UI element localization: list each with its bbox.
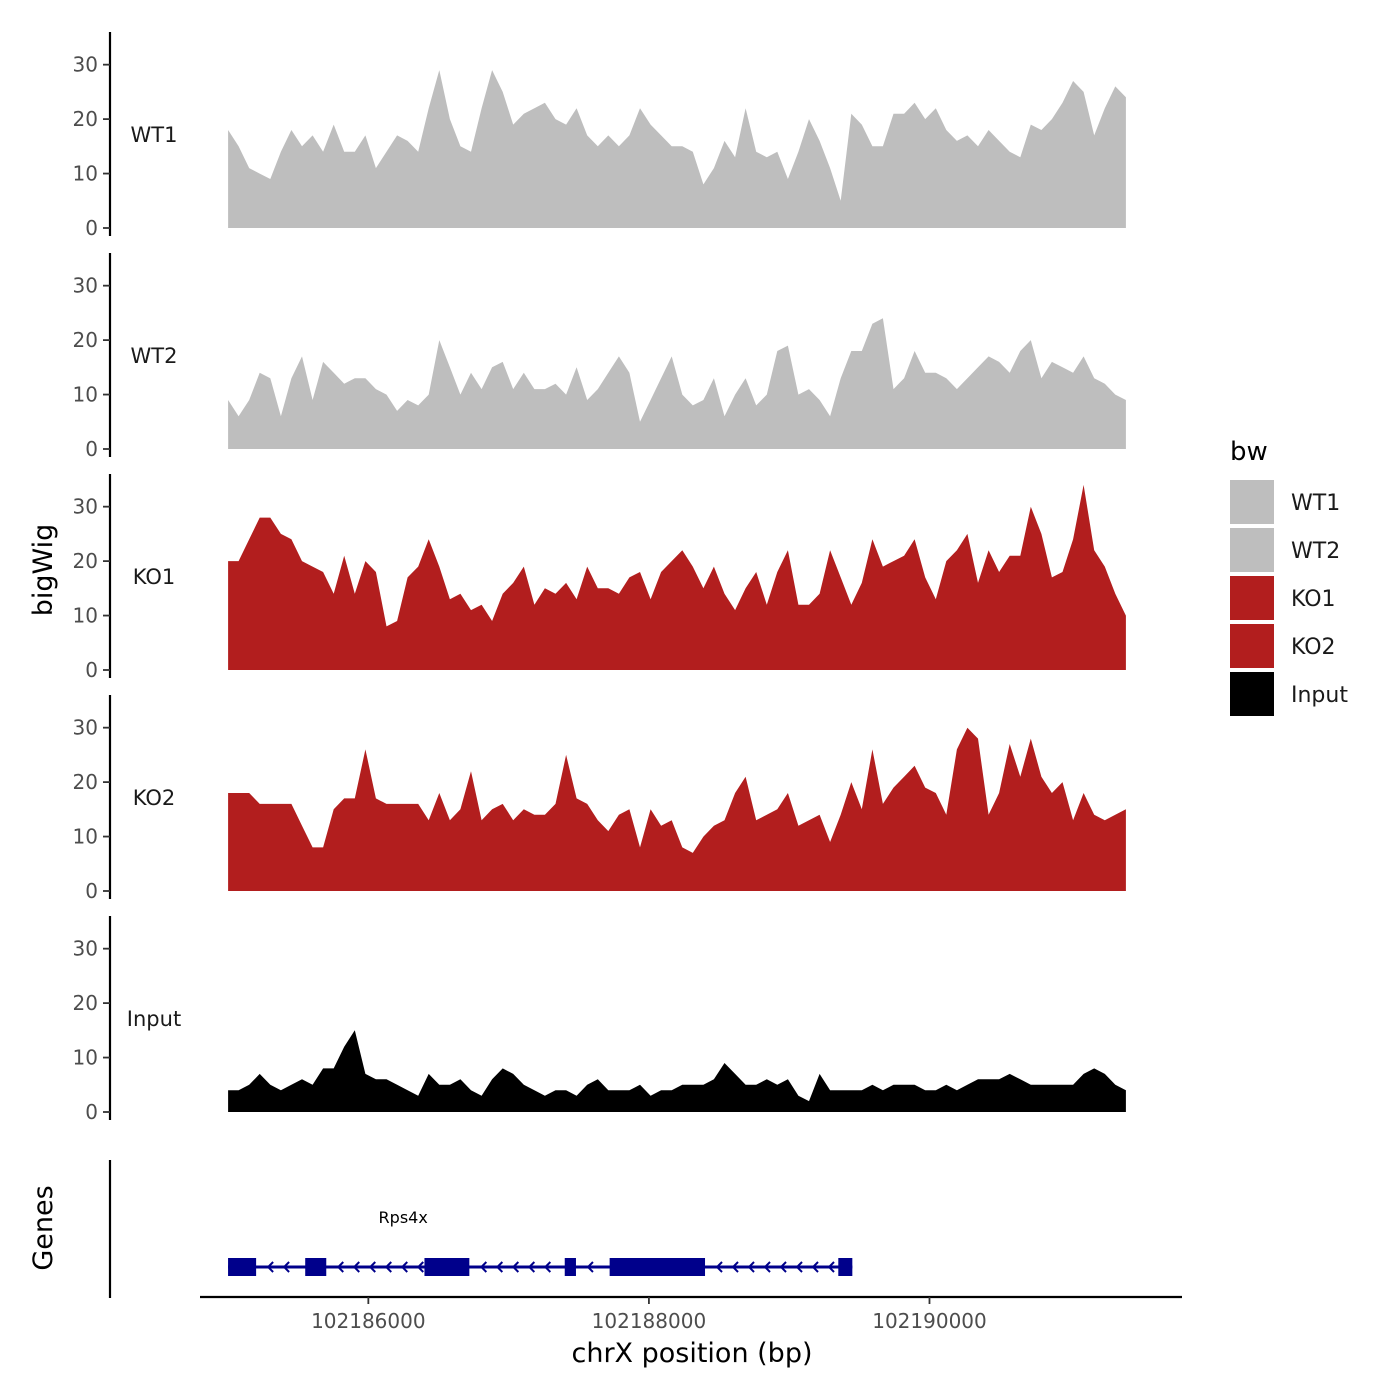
gene-exon <box>838 1258 853 1276</box>
legend: bw WT1 WT2 KO1 KO2 Input <box>1230 437 1348 716</box>
gene-exon <box>564 1258 576 1276</box>
y-tick-label: 30 <box>73 716 98 740</box>
gene-exon <box>228 1258 257 1276</box>
y-tick-label: 30 <box>73 274 98 298</box>
gene-exon <box>424 1258 470 1276</box>
y-tick-label: 10 <box>73 825 98 849</box>
legend-title: bw <box>1230 437 1268 467</box>
y-tick-label: 0 <box>85 216 98 240</box>
strand-arrow <box>495 1261 504 1273</box>
legend-entry-wt1: WT1 <box>1230 480 1340 524</box>
strand-arrow <box>352 1261 360 1273</box>
genes-axis-title: Genes <box>28 1185 59 1270</box>
legend-swatch <box>1230 672 1274 716</box>
signal-area-wt2 <box>228 318 1126 449</box>
y-tick-label: 20 <box>73 549 98 573</box>
x-axis-title: chrX position (bp) <box>571 1338 812 1369</box>
strand-arrow <box>779 1261 787 1273</box>
track-label-ko2: KO2 <box>133 786 176 810</box>
track-panel-ko1: 0 10 20 30 KO1 <box>73 474 1126 682</box>
strand-arrow <box>384 1261 392 1273</box>
x-tick-label: 102188000 <box>592 1309 707 1333</box>
strand-arrow <box>543 1261 552 1273</box>
strand-arrow <box>336 1261 344 1273</box>
track-label-ko1: KO1 <box>133 565 176 589</box>
strand-arrow <box>400 1261 408 1273</box>
track-panel-input: 0 10 20 30 Input <box>73 916 1126 1124</box>
y-tick-label: 30 <box>73 495 98 519</box>
track-label-wt1: WT1 <box>131 123 178 147</box>
gene-exon <box>305 1258 327 1276</box>
signal-tracks: 0 10 20 30 WT1 0 10 20 30 WT2 0 10 20 30 KO1 0 10 20 30 KO2… <box>73 32 1126 1124</box>
strand-arrow <box>282 1261 290 1273</box>
y-tick-label: 0 <box>85 1100 98 1124</box>
strand-arrow <box>527 1261 536 1273</box>
y-tick-label: 10 <box>73 604 98 628</box>
x-tick-label: 102190000 <box>872 1309 987 1333</box>
legend-entry-ko1: KO1 <box>1230 576 1336 620</box>
strand-arrow <box>479 1261 488 1273</box>
strand-arrow <box>368 1261 376 1273</box>
signal-area-wt1 <box>228 70 1126 228</box>
strand-arrow <box>827 1261 835 1273</box>
legend-entries: WT1 WT2 KO1 KO2 Input <box>1230 480 1348 716</box>
legend-label: WT2 <box>1291 539 1340 564</box>
strand-arrow <box>416 1261 424 1273</box>
strand-arrow <box>715 1261 723 1273</box>
signal-area-input <box>228 1030 1126 1112</box>
strand-arrow <box>795 1261 803 1273</box>
gene-exon <box>609 1258 706 1276</box>
legend-label: KO2 <box>1291 635 1336 660</box>
legend-entry-wt2: WT2 <box>1230 528 1340 572</box>
legend-label: KO1 <box>1291 587 1336 612</box>
genes-panel: Rps4x <box>108 1160 853 1298</box>
y-tick-label: 20 <box>73 770 98 794</box>
strand-arrow <box>586 1261 594 1273</box>
y-tick-label: 0 <box>85 879 98 903</box>
y-axis-title: bigWig <box>28 524 59 617</box>
y-tick-label: 0 <box>85 437 98 461</box>
track-label-input: Input <box>127 1007 181 1031</box>
y-tick-label: 10 <box>73 383 98 407</box>
legend-swatch <box>1230 480 1274 524</box>
legend-label: WT1 <box>1291 491 1340 516</box>
y-tick-label: 30 <box>73 53 98 77</box>
legend-swatch <box>1230 576 1274 620</box>
x-tick-label: 102186000 <box>311 1309 426 1333</box>
strand-arrow <box>747 1261 755 1273</box>
x-axis: 102186000 102188000 102190000 <box>200 1295 1182 1333</box>
legend-swatch <box>1230 528 1274 572</box>
y-tick-label: 0 <box>85 658 98 682</box>
y-tick-label: 30 <box>73 937 98 961</box>
strand-arrow <box>266 1261 274 1273</box>
track-label-wt2: WT2 <box>131 344 178 368</box>
strand-arrow <box>511 1261 520 1273</box>
y-tick-label: 20 <box>73 991 98 1015</box>
signal-area-ko1 <box>228 484 1126 670</box>
signal-area-ko2 <box>228 727 1126 891</box>
strand-arrow <box>763 1261 771 1273</box>
y-tick-label: 10 <box>73 162 98 186</box>
y-tick-label: 10 <box>73 1046 98 1070</box>
legend-label: Input <box>1291 683 1348 708</box>
legend-entry-ko2: KO2 <box>1230 624 1336 668</box>
track-panel-wt1: 0 10 20 30 WT1 <box>73 32 1126 240</box>
gene-name-label: Rps4x <box>379 1208 428 1227</box>
strand-arrow <box>811 1261 819 1273</box>
track-panel-ko2: 0 10 20 30 KO2 <box>73 695 1126 903</box>
legend-swatch <box>1230 624 1274 668</box>
y-tick-label: 20 <box>73 107 98 131</box>
strand-arrow <box>731 1261 739 1273</box>
track-panel-wt2: 0 10 20 30 WT2 <box>73 253 1126 461</box>
legend-entry-input: Input <box>1230 672 1348 716</box>
y-tick-label: 20 <box>73 328 98 352</box>
